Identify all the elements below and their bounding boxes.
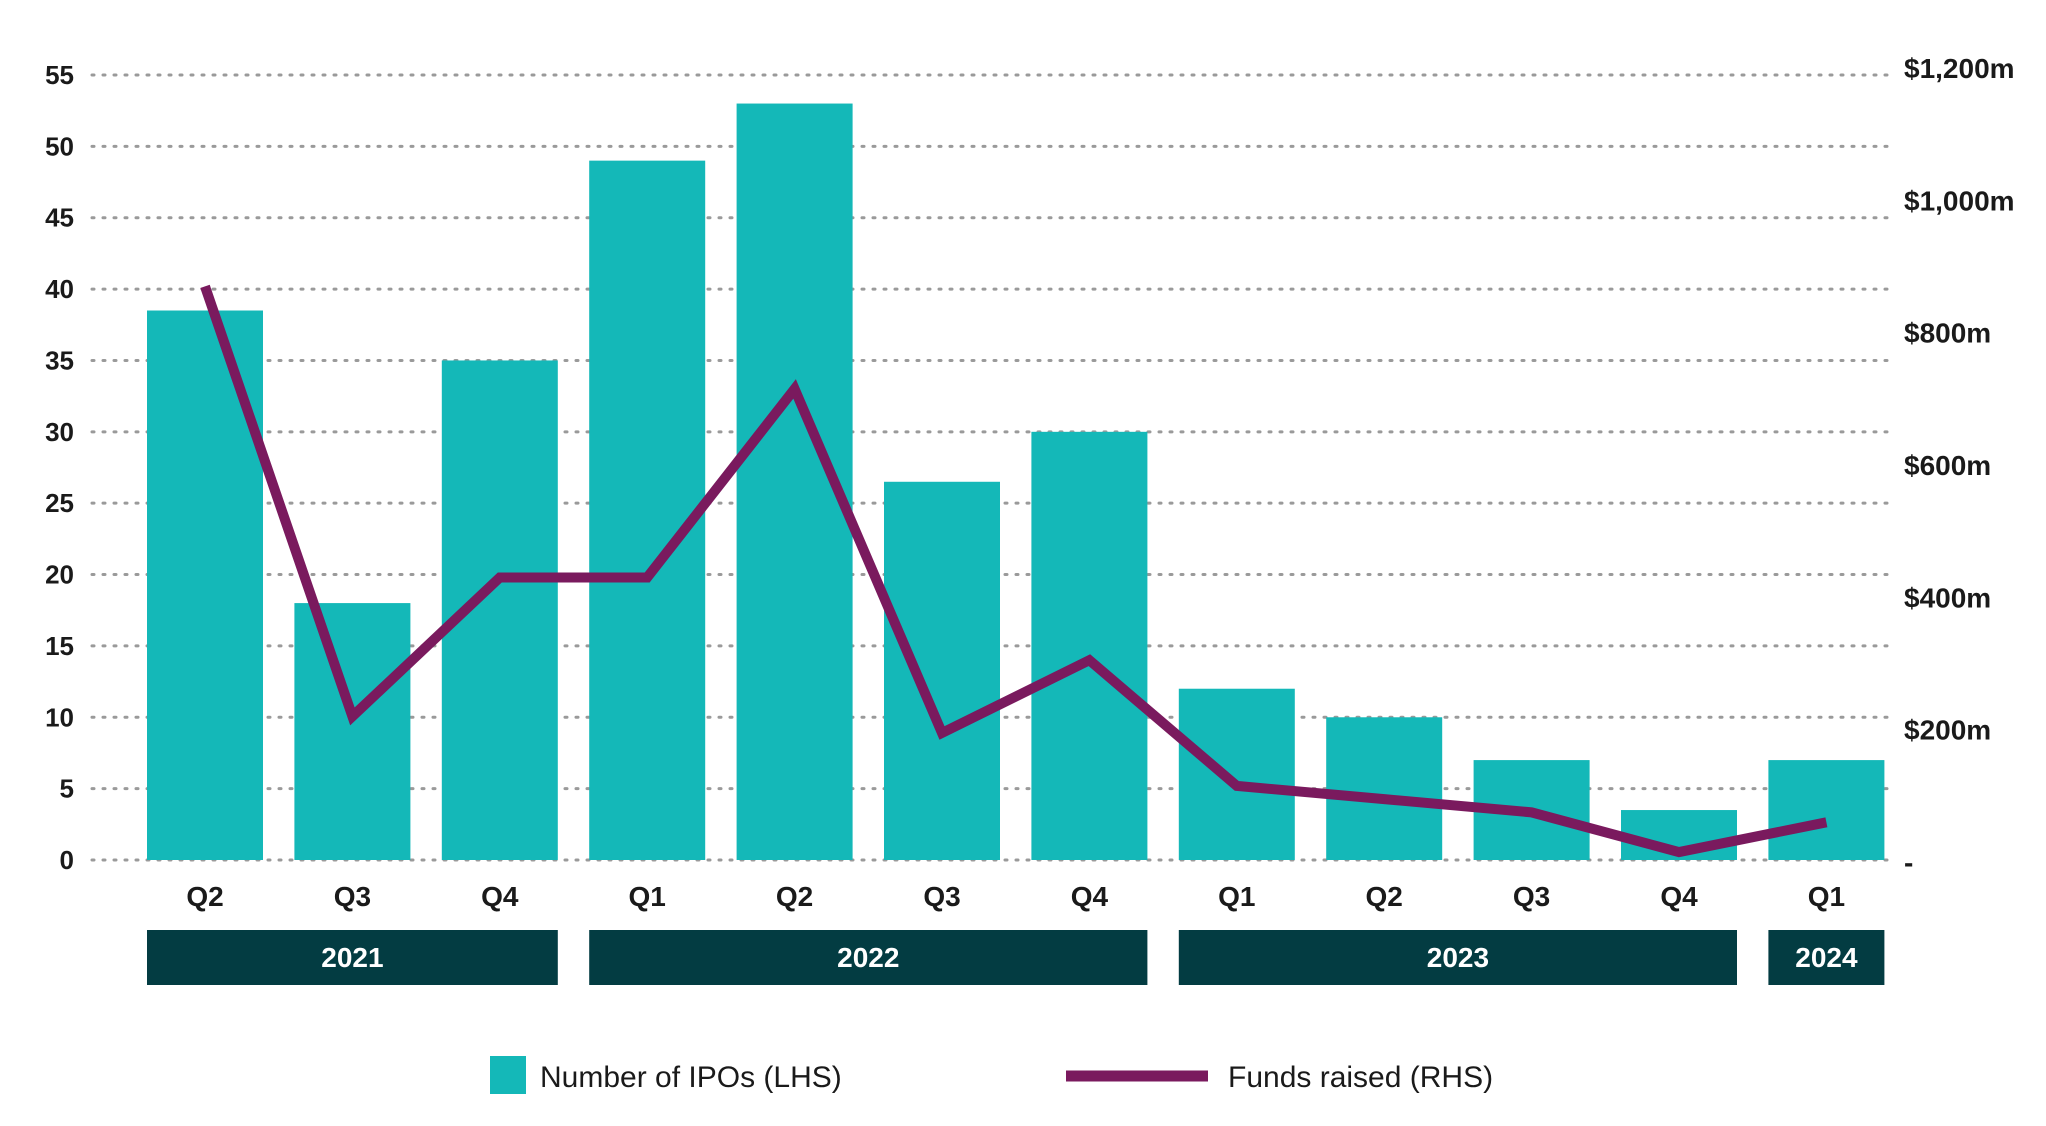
bar [1178,688,1295,860]
left-tick-label: 25 [45,488,74,518]
year-label: 2024 [1795,942,1858,973]
line-series [200,284,1828,858]
left-tick-label: 0 [60,845,74,875]
left-tick-label: 50 [45,131,74,161]
left-tick-label: 20 [45,560,74,590]
category-label: Q4 [1660,881,1698,912]
category-label: Q4 [1071,881,1109,912]
left-tick-label: 15 [45,631,74,661]
category-label: Q1 [1218,881,1255,912]
bar [589,160,706,861]
left-tick-label: 10 [45,702,74,732]
bar [884,481,1000,860]
right-tick-label: $600m [1904,450,1991,481]
bar [1031,431,1148,860]
funds-raised-line [200,284,1828,858]
bar [294,603,411,860]
left-axis: 0 5 10 15 20 25 30 35 40 45 50 55 [45,60,74,875]
category-label: Q3 [1513,881,1550,912]
bar [1326,717,1443,860]
year-band [147,930,558,985]
category-label: Q2 [186,881,223,912]
year-band [1178,930,1737,985]
year-band [1768,930,1885,985]
category-label: Q3 [334,881,371,912]
year-band [589,930,1148,985]
left-tick-label: 5 [60,774,74,804]
category-label: Q1 [1808,881,1845,912]
category-axis: Q2 Q3 Q4 Q1 Q2 Q3 Q4 Q1 Q2 Q3 Q4 Q1 [186,881,1845,912]
right-tick-label: - [1904,847,1913,878]
category-label: Q3 [923,881,960,912]
left-tick-label: 40 [45,274,74,304]
left-tick-label: 30 [45,417,74,447]
category-label: Q1 [629,881,666,912]
right-tick-label: $400m [1904,582,1991,613]
year-label: 2023 [1427,942,1489,973]
legend: Number of IPOs (LHS) Funds raised (RHS) [490,1056,1493,1094]
left-tick-label: 45 [45,203,74,233]
category-label: Q4 [481,881,519,912]
category-label: Q2 [776,881,813,912]
right-tick-label: $800m [1904,318,1991,349]
legend-line-label: Funds raised (RHS) [1228,1061,1493,1094]
right-tick-label: $1,200m [1904,53,2015,84]
right-tick-label: $1,000m [1904,185,2015,216]
right-tick-label: $200m [1904,715,1991,746]
bar [1768,760,1885,860]
left-tick-label: 55 [45,60,74,90]
year-label: 2021 [321,942,383,973]
right-axis: - $200m $400m $600m $800m $1,000m $1,200m [1904,53,2015,878]
category-label: Q2 [1366,881,1403,912]
year-label: 2022 [837,942,899,973]
left-tick-label: 35 [45,345,74,375]
year-bands: 2021 2022 2023 2024 [147,930,1885,985]
legend-bar-label: Number of IPOs (LHS) [540,1061,842,1094]
legend-bar-swatch [490,1056,526,1094]
